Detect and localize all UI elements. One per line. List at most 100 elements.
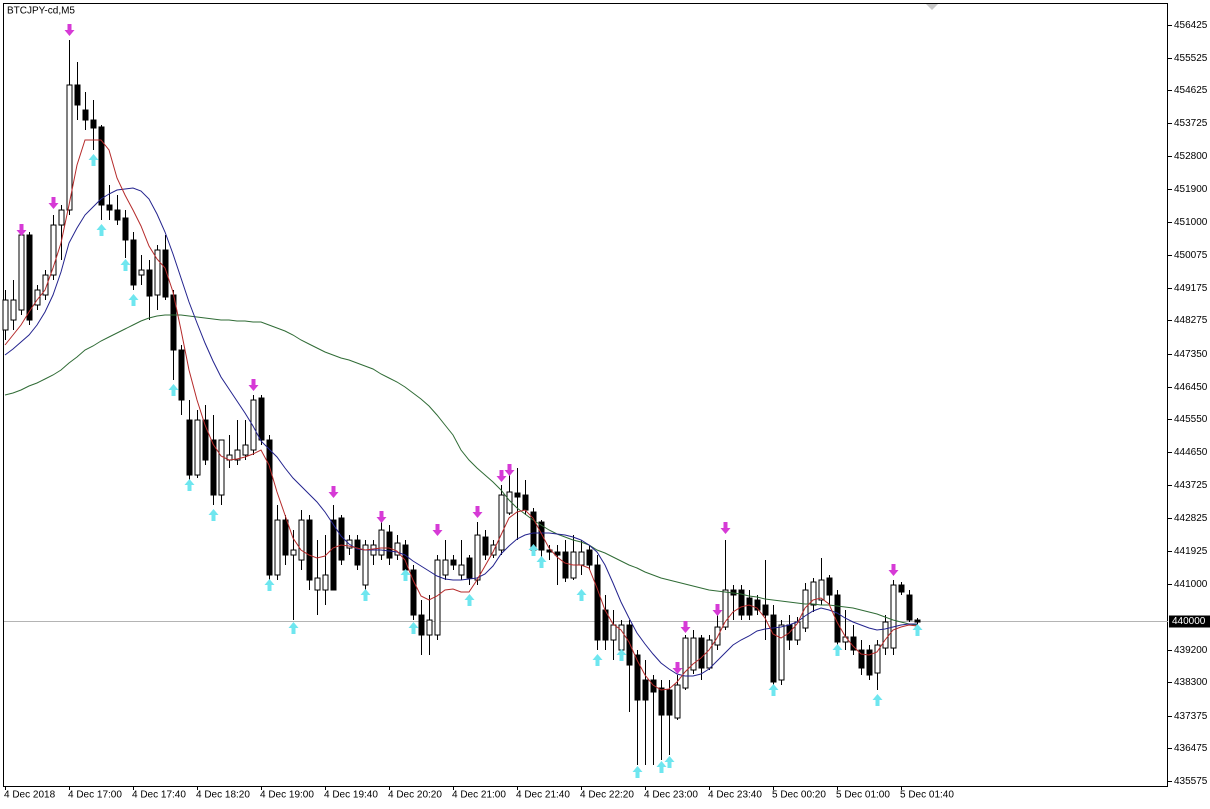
up-arrow — [96, 223, 107, 236]
y-tick-label: 441925 — [1174, 546, 1208, 557]
candle-body-down — [354, 539, 361, 566]
down-arrow — [16, 223, 27, 236]
candle-body-down — [514, 492, 521, 498]
up-arrow — [400, 569, 411, 582]
candle-body-down — [82, 109, 89, 121]
candle-body-up — [818, 579, 825, 601]
candle-body-up — [218, 439, 225, 496]
candle-body-up — [706, 639, 713, 669]
up-arrow — [408, 622, 419, 635]
candle-body-up — [498, 494, 505, 551]
candle-body-up — [458, 564, 465, 576]
candle-body-down — [26, 234, 33, 321]
up-arrow — [88, 154, 99, 167]
candle-body-down — [386, 531, 393, 559]
candle-body-up — [274, 519, 281, 576]
y-tick-label: 436475 — [1174, 743, 1208, 754]
current-price-box — [1169, 615, 1210, 628]
candle-body-down — [114, 209, 121, 221]
x-tick-label: 4 Dec 19:00 — [260, 790, 314, 801]
candle-body-down — [642, 679, 649, 701]
candle-body-down — [482, 536, 489, 556]
candle-body-up — [50, 224, 57, 276]
candle-body-down — [410, 569, 417, 616]
y-tick-label: 438300 — [1174, 677, 1208, 688]
candle-body-down — [562, 551, 569, 579]
candle-body-down — [746, 597, 753, 616]
up-arrow — [664, 756, 675, 769]
candle-body-down — [626, 624, 633, 666]
y-tick-label: 439200 — [1174, 645, 1208, 656]
y-tick-label: 449175 — [1174, 283, 1208, 294]
candle-body-down — [898, 584, 905, 593]
down-arrow — [720, 522, 731, 535]
up-arrow — [128, 294, 139, 307]
x-tick-label: 5 Dec 01:00 — [836, 790, 890, 801]
candle-body-down — [586, 549, 593, 566]
x-tick-label: 4 Dec 18:20 — [196, 790, 250, 801]
down-arrow — [376, 511, 387, 524]
candle-body-down — [698, 637, 705, 669]
candle-body-down — [906, 594, 913, 621]
candle-body-up — [442, 559, 449, 576]
candle-body-down — [466, 557, 473, 579]
up-arrow — [632, 766, 643, 779]
candle-body-up — [314, 577, 321, 591]
up-arrow — [616, 649, 627, 662]
x-tick-label: 4 Dec 21:00 — [452, 790, 506, 801]
candle-body-down — [866, 649, 873, 676]
candle-body-up — [722, 589, 729, 628]
candle-body-up — [2, 299, 9, 331]
candle-body-up — [682, 637, 689, 689]
up-arrow — [576, 589, 587, 602]
candle-body-up — [810, 581, 817, 606]
candle-body-up — [778, 624, 785, 681]
candle-body-up — [290, 549, 297, 556]
x-tick-label: 4 Dec 21:40 — [516, 790, 570, 801]
y-tick-label: 446450 — [1174, 382, 1208, 393]
moving-average-line — [4, 187, 917, 677]
y-tick-label: 444650 — [1174, 447, 1208, 458]
down-arrow — [248, 379, 259, 392]
candle-body-down — [210, 439, 217, 496]
candle-body-down — [554, 551, 561, 556]
x-tick-label: 5 Dec 00:20 — [772, 790, 826, 801]
down-arrow — [712, 604, 723, 617]
down-arrow — [64, 23, 75, 36]
down-arrow — [680, 621, 691, 634]
candle-body-up — [362, 544, 369, 586]
down-arrow — [496, 470, 507, 483]
candle-body-up — [42, 274, 49, 296]
x-tick-label: 4 Dec 2018 — [4, 790, 56, 801]
chart-title: BTCJPY-cd,M5 — [7, 6, 75, 17]
candle-body-down — [162, 249, 169, 298]
candle-body-up — [66, 84, 73, 211]
candle-body-up — [610, 624, 617, 641]
candle-body-down — [418, 614, 425, 636]
candle-body-down — [266, 439, 273, 576]
x-tick-label: 4 Dec 22:20 — [580, 790, 634, 801]
plot-frame — [3, 3, 1168, 787]
candle-body-up — [378, 529, 385, 556]
candle-body-down — [338, 517, 345, 561]
candle-body-down — [202, 419, 209, 461]
candle-body-down — [914, 619, 921, 623]
candle-body-up — [882, 621, 889, 649]
y-tick-label: 456425 — [1174, 20, 1208, 31]
up-arrow — [360, 589, 371, 602]
candle-body-down — [306, 519, 313, 581]
shift-marker — [926, 4, 938, 10]
up-arrow — [464, 594, 475, 607]
y-tick-label: 448275 — [1174, 315, 1208, 326]
y-tick-label: 435575 — [1174, 776, 1208, 787]
candle-body-up — [890, 584, 897, 649]
candle-body-down — [178, 349, 185, 401]
x-tick-label: 4 Dec 17:00 — [68, 790, 122, 801]
up-arrow — [536, 556, 547, 569]
candle-body-up — [34, 289, 41, 306]
up-arrow — [872, 694, 883, 707]
candle-body-down — [106, 204, 113, 211]
candle-body-down — [738, 589, 745, 616]
candle-body-down — [634, 654, 641, 701]
